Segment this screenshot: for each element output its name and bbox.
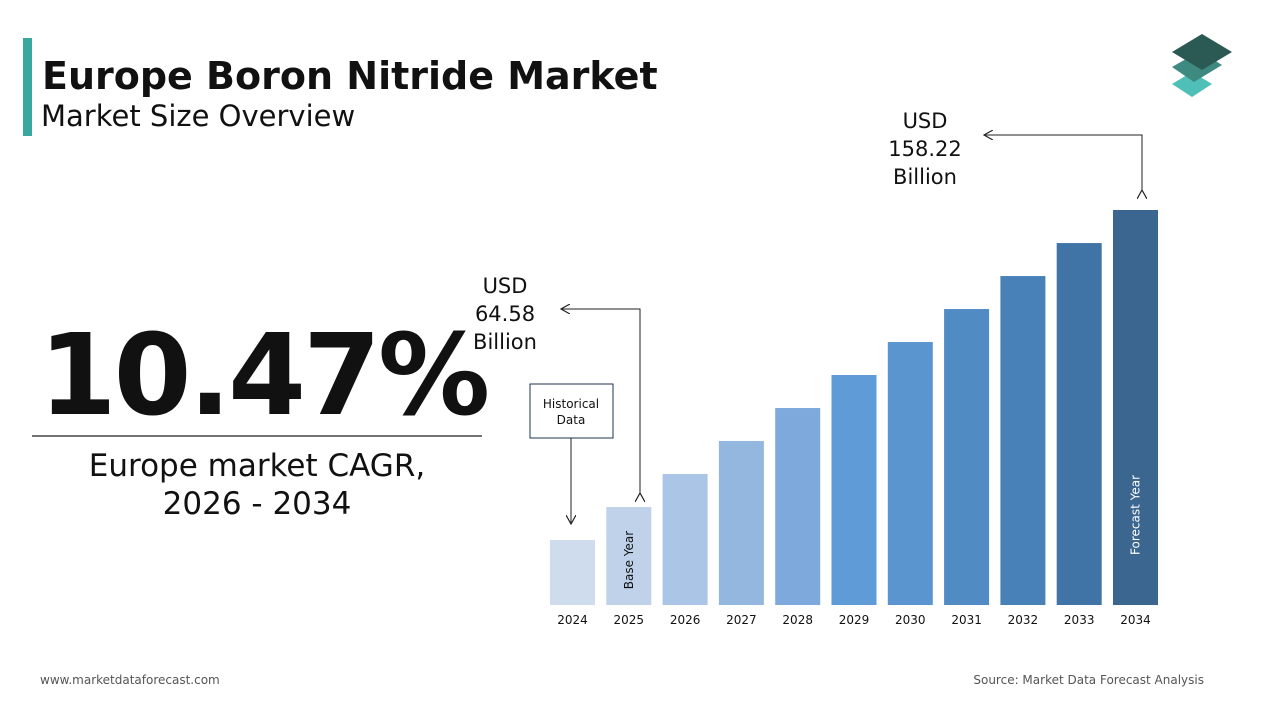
x-tick-label: 2033 [1064,613,1095,627]
cagr-label: Europe market CAGR, [89,448,425,484]
logo [1172,34,1232,97]
bar [775,408,821,605]
annotation: 64.58 [475,302,535,326]
bar [1056,243,1102,605]
base-year-label: Base Year [622,531,636,590]
x-tick-label: 2034 [1120,613,1151,627]
forecast-year-label: Forecast Year [1129,475,1143,555]
x-tick-label: 2026 [670,613,701,627]
website: www.marketdataforecast.com [40,673,220,687]
bar [662,473,708,605]
bar [831,375,877,605]
bar [1113,210,1158,605]
annotation: USD [483,274,528,298]
x-tick-label: 2027 [726,613,757,627]
historical-label: Data [557,413,586,427]
historical-box [529,383,614,439]
subtitle: Market Size Overview [41,99,355,133]
historical-label: Historical [543,397,599,411]
x-tick-label: 2028 [782,613,813,627]
source: Source: Market Data Forecast Analysis [973,673,1204,687]
bar [606,507,652,605]
x-tick-label: 2030 [895,613,926,627]
cagr-value: 10.47% [39,311,487,441]
x-tick-label: 2032 [1008,613,1039,627]
bar [944,309,990,605]
annotation: Billion [893,165,957,189]
annotation: Billion [473,330,537,354]
x-tick-label: 2031 [951,613,982,627]
x-tick-label: 2029 [839,613,870,627]
title: Europe Boron Nitride Market [42,54,658,98]
annotation: USD [903,109,948,133]
x-tick-label: 2025 [614,613,645,627]
bar [1000,276,1046,605]
arrow [561,309,640,493]
accent-bar [23,38,32,136]
bar [718,440,764,605]
arrow [984,135,1142,190]
x-tick-label: 2024 [557,613,588,627]
bar [887,342,933,605]
bar [550,540,595,605]
annotation: 158.22 [888,137,961,161]
cagr-label: 2026 - 2034 [163,486,352,522]
